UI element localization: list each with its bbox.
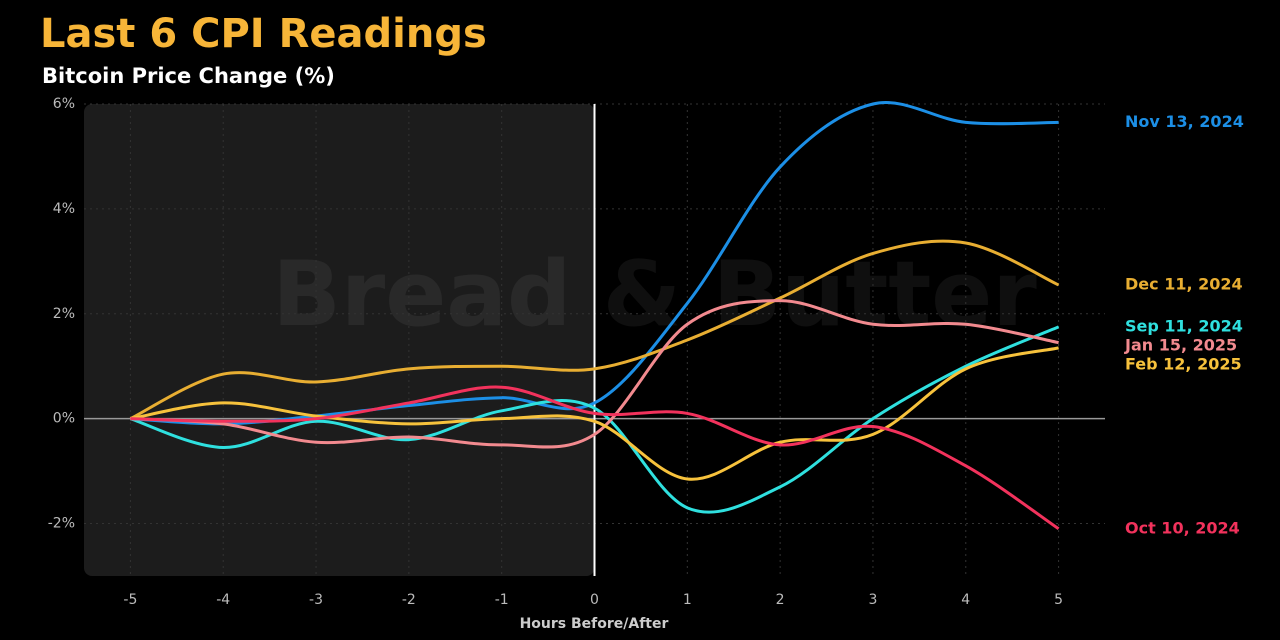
y-tick-label: -2%	[48, 516, 75, 532]
legend-label: Sep 11, 2024	[1125, 316, 1243, 335]
series-line	[130, 346, 1059, 481]
x-tick-label: -1	[495, 592, 509, 608]
x-tick-label: 0	[590, 592, 599, 608]
series-line	[130, 385, 1060, 531]
x-tick-label: 3	[868, 592, 877, 608]
series-line	[129, 239, 1060, 421]
y-tick-label: 4%	[53, 201, 75, 217]
x-tick-label: 4	[961, 592, 970, 608]
x-tick-label: -5	[123, 592, 137, 608]
chart-title: Last 6 CPI Readings	[40, 11, 487, 57]
legend-label: Nov 13, 2024	[1125, 112, 1244, 131]
series-line	[130, 299, 1059, 449]
x-tick-label: 2	[776, 592, 785, 608]
x-tick-label: 1	[683, 592, 692, 608]
series-line	[130, 101, 1059, 426]
x-tick-label: 5	[1054, 592, 1063, 608]
y-tick-label: 2%	[53, 306, 75, 322]
chart-subtitle: Bitcoin Price Change (%)	[42, 64, 335, 88]
y-tick-label: 0%	[53, 411, 75, 427]
legend-label: Oct 10, 2024	[1125, 518, 1240, 537]
before-region	[84, 104, 595, 576]
y-tick-label: 6%	[53, 96, 75, 112]
legend-label: Jan 15, 2025	[1124, 335, 1237, 354]
legend-label: Dec 11, 2024	[1125, 274, 1243, 293]
watermark: Bread & Butter	[272, 242, 1037, 347]
x-tick-label: -4	[216, 592, 230, 608]
x-tick-label: -2	[402, 592, 416, 608]
x-axis-label: Hours Before/After	[520, 616, 669, 632]
legend-label: Feb 12, 2025	[1125, 354, 1242, 373]
x-tick-label: -3	[309, 592, 323, 608]
